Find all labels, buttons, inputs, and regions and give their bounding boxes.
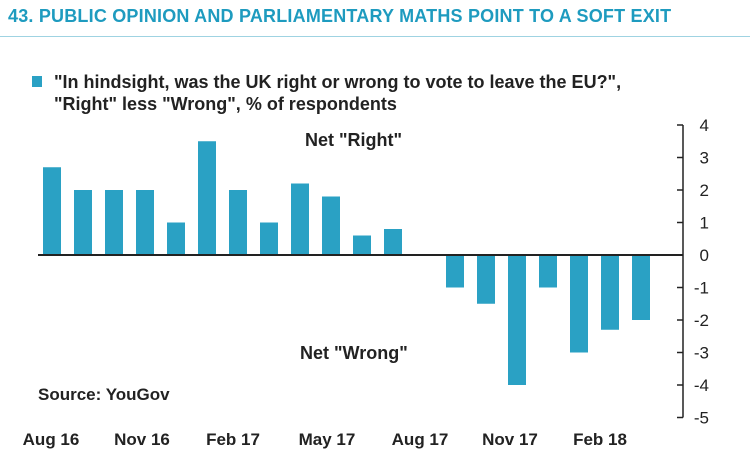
y-tick-label: 3	[700, 149, 709, 168]
legend: "In hindsight, was the UK right or wrong…	[32, 71, 622, 115]
x-tick-label: Aug 17	[392, 430, 449, 449]
bar	[136, 190, 154, 255]
y-tick-label: 1	[700, 214, 709, 233]
y-tick-label: -5	[694, 409, 709, 428]
x-tick-label: Feb 17	[206, 430, 260, 449]
bar	[353, 235, 371, 255]
bar	[601, 255, 619, 330]
bar	[632, 255, 650, 320]
x-tick-label: Feb 18	[573, 430, 627, 449]
annotation-net-wrong: Net "Wrong"	[300, 343, 408, 363]
y-tick-label: 2	[700, 181, 709, 200]
bar	[74, 190, 92, 255]
chart-title: 43. PUBLIC OPINION AND PARLIAMENTARY MAT…	[8, 6, 672, 26]
bar	[167, 222, 185, 255]
x-tick-label: Nov 16	[114, 430, 170, 449]
x-axis: Aug 16 Nov 16 Feb 17 May 17 Aug 17 Nov 17 Feb …	[23, 430, 627, 449]
bar	[508, 255, 526, 385]
x-tick-label: May 17	[299, 430, 356, 449]
legend-line-2: "Right" less "Wrong", % of respondents	[54, 94, 397, 114]
bar	[322, 196, 340, 255]
y-tick-label: 4	[700, 116, 709, 135]
title-divider	[0, 36, 750, 37]
y-tick-label: -3	[694, 344, 709, 363]
bar	[229, 190, 247, 255]
bar	[260, 222, 278, 255]
bar	[43, 167, 61, 255]
bar	[539, 255, 557, 288]
annotation-net-right: Net "Right"	[305, 130, 402, 150]
bar	[198, 141, 216, 255]
bar	[105, 190, 123, 255]
bars-group	[38, 141, 683, 385]
bar	[384, 229, 402, 255]
y-tick-label: -1	[694, 279, 709, 298]
x-tick-label: Aug 16	[23, 430, 80, 449]
y-axis: 4 3 2 1 0 -1 -2 -3 -4 -5	[677, 116, 709, 428]
y-tick-label: 0	[700, 246, 709, 265]
y-tick-label: -4	[694, 376, 709, 395]
y-tick-label: -2	[694, 311, 709, 330]
bar	[570, 255, 588, 353]
legend-line-1: "In hindsight, was the UK right or wrong…	[54, 72, 622, 92]
x-tick-label: Nov 17	[482, 430, 538, 449]
bar	[477, 255, 495, 304]
legend-swatch	[32, 76, 42, 87]
source-note: Source: YouGov	[38, 385, 170, 404]
bar	[291, 183, 309, 255]
bar	[446, 255, 464, 288]
